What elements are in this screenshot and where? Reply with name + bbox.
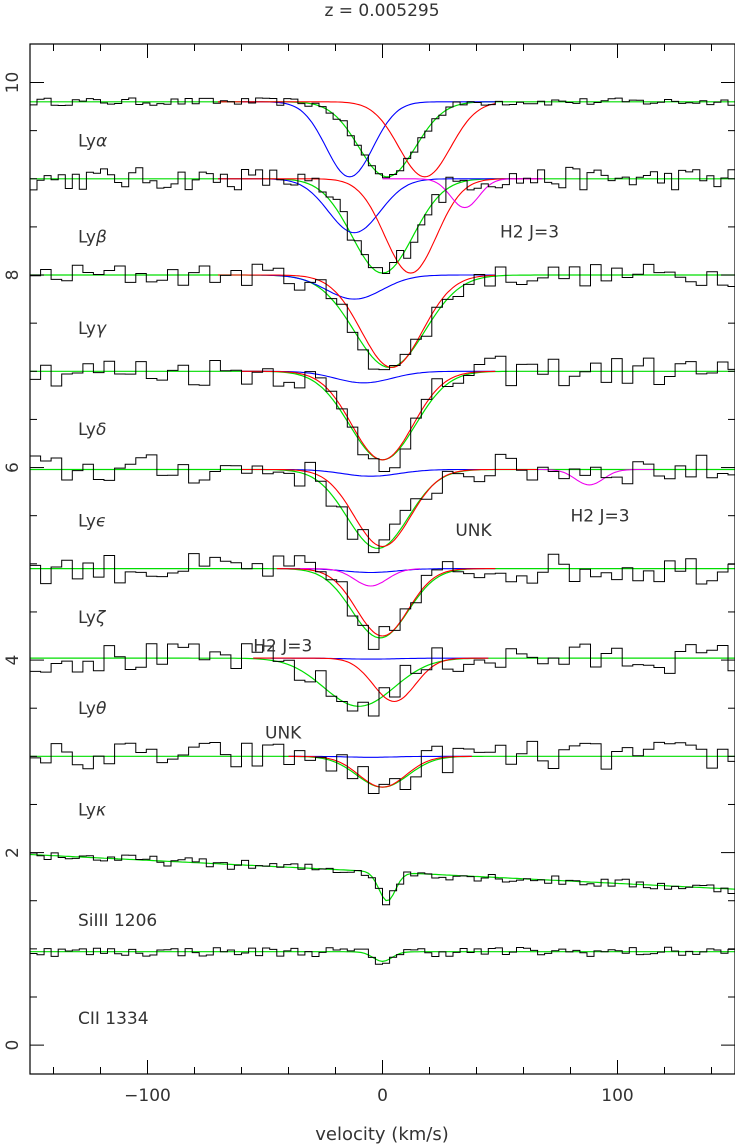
fit-line-ly-theta [30,657,735,707]
fit-line-ly-epsilon [30,468,735,550]
panel-label-greek: ζ [95,608,107,628]
panel-label-greek: β [95,228,107,248]
fit-line-ly-zeta [30,568,735,639]
spectrum-si-iii-1206 [30,852,735,906]
panel-label-main: Ly [78,420,96,440]
panel-label-main: SiIII 1206 [78,911,157,931]
panel-label-ly-kappa: Lyκ [78,800,106,820]
annotation-label: UNK [455,521,492,541]
spectrum-ly-zeta [30,553,735,650]
fit-line-ly-delta [30,370,735,461]
panel-label-greek: α [96,131,107,151]
component-blue-ly-delta [241,370,496,384]
component-red-ly-alpha [218,101,496,178]
fit-line-c-ii-1334 [30,951,735,963]
panel-label-main: Ly [78,131,96,151]
panel-label-main: Ly [78,511,96,531]
panel-label-ly-delta: Lyδ [78,420,106,440]
panel-label-greek: θ [96,699,107,719]
annotation-label: H2 J=3 [500,223,559,243]
panel-label-ly-beta: Lyβ [78,228,107,248]
component-red-ly-theta [253,657,489,703]
chart-title: z = 0.005295 [324,1,439,21]
component-h2-ly-beta [382,178,543,209]
panel-label-main: Ly [78,800,96,820]
panel-label-greek: ϵ [96,511,106,531]
spectrum-ly-kappa [30,740,735,794]
y-tick-label: 2 [3,847,23,858]
y-tick-label: 6 [3,462,23,473]
spectrum-ly-epsilon [30,453,735,554]
y-tick-label: 8 [3,270,23,281]
x-axis: −100 0 100 [53,44,712,1106]
panel-label-ly-gamma: Lyγ [78,319,107,339]
panel-label-main: Ly [78,608,96,628]
panel-label-main: Ly [78,319,96,339]
spectrum-c-ii-1334 [30,946,735,965]
spectrum-ly-alpha [30,97,735,179]
component-blue-ly-kappa [288,755,472,758]
y-axis: 0 2 4 6 8 10 [3,72,735,1051]
annotation-label: H2 J=3 [571,507,630,527]
y-tick-label: 4 [3,655,23,666]
annotations: H2 J=3 UNK H2 J=3 H2 J=3 UNK [253,223,629,744]
annotation-label: H2 J=3 [253,637,312,657]
component-red-ly-zeta [276,568,496,637]
y-tick-label: 10 [3,72,23,94]
panel-label-greek: δ [96,420,106,440]
panel-label-si-iii-1206: SiIII 1206 [78,911,157,931]
spectrum-ly-theta [30,643,735,717]
panel-label-ly-theta: Lyθ [78,699,107,719]
annotation-label: UNK [265,723,302,743]
fit-line-ly-kappa [30,755,735,788]
y-tick-label: 0 [3,1040,23,1051]
panel-label-main: CII 1334 [78,1009,149,1029]
panel-label-ly-zeta: Lyζ [78,608,107,628]
x-tick-label: 100 [601,1086,633,1106]
x-tick-label: −100 [124,1086,171,1106]
panel-label-c-ii-1334: CII 1334 [78,1009,149,1029]
panel-label-main: Ly [78,228,96,248]
panel-label-ly-alpha: Lyα [78,131,107,151]
panel-label-greek: κ [96,800,106,820]
panel-label-greek: γ [96,319,107,339]
x-axis-label: velocity (km/s) [315,1124,449,1144]
fit-line-ly-gamma [30,274,735,369]
panel-label-ly-epsilon: Lyϵ [78,511,106,531]
spectrum-ly-gamma [30,263,735,371]
component-red-ly-gamma [218,274,496,368]
spectrum-ly-beta [30,166,735,274]
component-red-ly-beta [218,178,543,274]
fit-line-ly-beta [30,178,735,274]
component-red-ly-delta [241,370,496,461]
component-h2-ly-epsilon [537,468,653,486]
spectrum-ly-delta [30,355,735,472]
x-tick-label: 0 [377,1086,388,1106]
component-red-ly-kappa [288,755,472,788]
panel-label-main: Ly [78,699,96,719]
component-h2-ly-zeta [300,568,421,587]
component-red-ly-epsilon [241,468,543,548]
fit-line-ly-alpha [30,101,735,178]
